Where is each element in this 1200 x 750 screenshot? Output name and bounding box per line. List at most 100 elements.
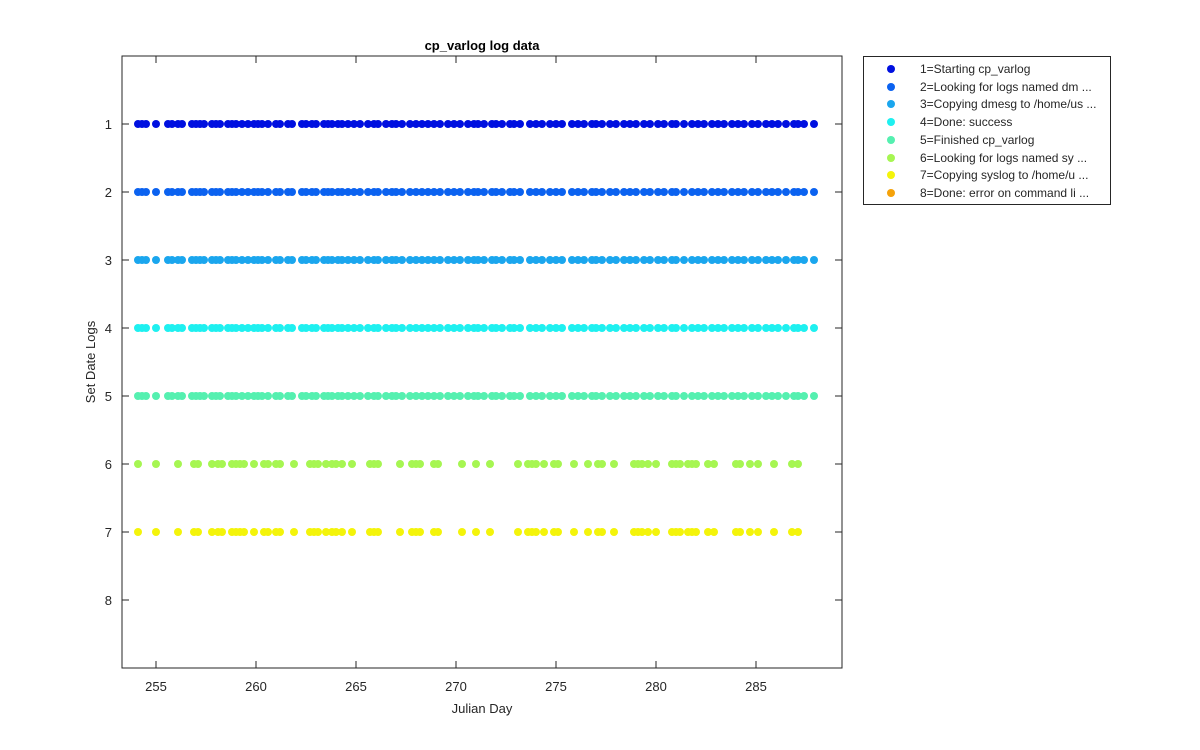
data-point: [584, 528, 592, 536]
data-point: [344, 188, 352, 196]
data-point: [152, 120, 160, 128]
data-point: [554, 528, 562, 536]
data-point: [700, 324, 708, 332]
data-point: [640, 120, 648, 128]
data-point: [700, 256, 708, 264]
data-point: [680, 256, 688, 264]
data-point: [382, 392, 390, 400]
data-point: [258, 324, 266, 332]
data-point: [526, 324, 534, 332]
data-point: [464, 188, 472, 196]
data-point: [626, 392, 634, 400]
data-point: [532, 120, 540, 128]
data-point: [200, 256, 208, 264]
data-point: [232, 256, 240, 264]
data-point: [314, 460, 322, 468]
data-point: [598, 120, 606, 128]
data-point: [356, 392, 364, 400]
legend-label: 7=Copying syslog to /home/u ...: [920, 168, 1089, 183]
data-point: [694, 256, 702, 264]
data-point: [396, 460, 404, 468]
data-point: [142, 392, 150, 400]
data-point: [322, 460, 330, 468]
data-point: [232, 188, 240, 196]
data-point: [644, 528, 652, 536]
data-point: [430, 256, 438, 264]
data-point: [328, 256, 336, 264]
data-point: [152, 528, 160, 536]
data-point: [568, 392, 576, 400]
data-point: [754, 188, 762, 196]
data-point: [694, 120, 702, 128]
data-point: [456, 188, 464, 196]
data-point: [492, 120, 500, 128]
data-point: [626, 120, 634, 128]
data-point: [276, 188, 284, 196]
data-point: [510, 392, 518, 400]
data-point: [302, 188, 310, 196]
data-point: [574, 256, 582, 264]
data-point: [350, 188, 358, 196]
data-point: [288, 120, 296, 128]
data-point: [152, 392, 160, 400]
data-point: [406, 392, 414, 400]
legend-label: 4=Done: success: [920, 115, 1013, 130]
data-point: [568, 256, 576, 264]
data-point: [450, 256, 458, 264]
data-point: [748, 120, 756, 128]
data-point: [728, 120, 736, 128]
data-point: [350, 120, 358, 128]
data-point: [794, 188, 802, 196]
data-point: [200, 120, 208, 128]
data-point: [800, 120, 808, 128]
data-point: [768, 392, 776, 400]
data-point: [754, 392, 762, 400]
data-point: [620, 120, 628, 128]
data-point: [492, 256, 500, 264]
data-point: [676, 528, 684, 536]
data-point: [338, 392, 346, 400]
data-point: [152, 324, 160, 332]
data-point: [552, 120, 560, 128]
data-point: [374, 256, 382, 264]
data-point: [168, 392, 176, 400]
data-point: [356, 188, 364, 196]
data-point: [748, 392, 756, 400]
data-point: [672, 120, 680, 128]
data-point: [480, 188, 488, 196]
data-point: [412, 392, 420, 400]
data-point: [598, 460, 606, 468]
data-point: [238, 188, 246, 196]
y-tick-label: 5: [105, 389, 112, 404]
data-point: [538, 256, 546, 264]
data-point: [704, 460, 712, 468]
data-point: [782, 392, 790, 400]
data-point: [392, 120, 400, 128]
data-point: [302, 324, 310, 332]
data-point: [472, 460, 480, 468]
data-point: [418, 324, 426, 332]
data-point: [714, 188, 722, 196]
data-point: [700, 188, 708, 196]
data-point: [612, 120, 620, 128]
data-point: [510, 120, 518, 128]
data-point: [644, 460, 652, 468]
data-point: [558, 324, 566, 332]
data-point: [516, 256, 524, 264]
data-point: [734, 256, 742, 264]
y-tick-label: 1: [105, 117, 112, 132]
data-point: [626, 256, 634, 264]
data-point: [244, 392, 252, 400]
data-point: [406, 120, 414, 128]
data-point: [598, 256, 606, 264]
legend-marker: [887, 135, 895, 144]
data-point: [640, 392, 648, 400]
data-point: [654, 120, 662, 128]
data-point: [276, 460, 284, 468]
data-point: [312, 256, 320, 264]
data-point: [328, 188, 336, 196]
data-point: [430, 120, 438, 128]
data-point: [754, 528, 762, 536]
data-point: [458, 528, 466, 536]
data-point: [708, 392, 716, 400]
